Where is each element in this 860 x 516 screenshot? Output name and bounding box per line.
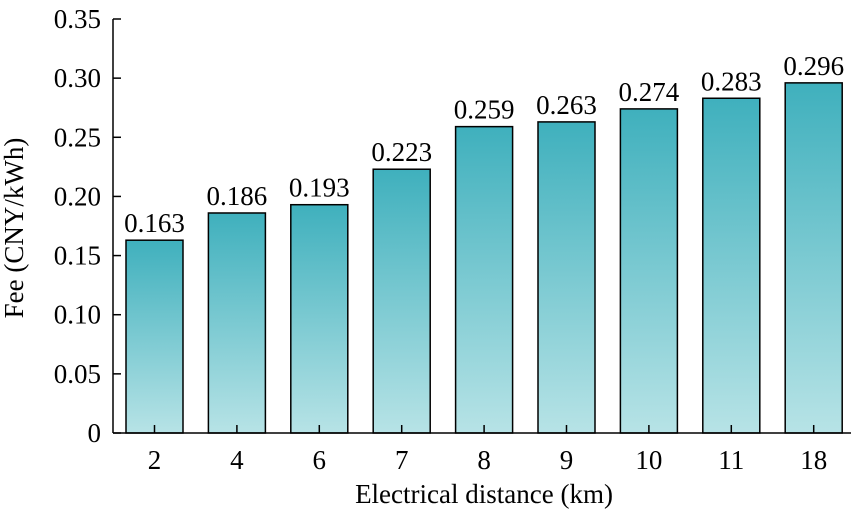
x-axis-title: Electrical distance (km)	[355, 479, 613, 509]
y-tick-label: 0.05	[54, 359, 101, 389]
x-tick-label-10: 10	[635, 445, 662, 475]
bar-4	[207, 212, 267, 434]
x-tick-label-4: 4	[230, 445, 244, 475]
data-label-7: 0.223	[371, 137, 432, 167]
x-tick-label-6: 6	[313, 445, 327, 475]
data-label-8: 0.259	[454, 95, 515, 125]
y-tick-label: 0.35	[54, 4, 101, 34]
x-tick-label-9: 9	[560, 445, 574, 475]
y-tick-label: 0.15	[54, 241, 101, 271]
x-tick-label-7: 7	[395, 445, 409, 475]
data-label-6: 0.193	[289, 173, 350, 203]
x-tick-label-18: 18	[800, 445, 827, 475]
x-tick-label-11: 11	[718, 445, 744, 475]
bars	[125, 82, 843, 434]
bar-9	[537, 121, 596, 434]
x-tick-label-2: 2	[148, 445, 162, 475]
y-tick-label: 0.20	[54, 181, 101, 211]
bar-11	[702, 97, 761, 434]
data-label-2: 0.163	[124, 208, 185, 238]
y-tick-label: 0	[88, 418, 102, 448]
data-label-10: 0.274	[619, 77, 680, 107]
value-labels: 0.163 0.186 0.193 0.223 0.259 0.263 0.274 0.283…	[124, 51, 844, 238]
y-axis-title: Fee (CNY/kWh)	[0, 138, 29, 319]
axes: 0 0.05 0.10 0.15 0.20 0.25 0.30 0.35 2 4 6 7 8 9 10 11 1…	[54, 4, 851, 475]
bar-7	[372, 168, 431, 434]
data-label-11: 0.283	[701, 66, 762, 96]
data-label-9: 0.263	[536, 90, 597, 120]
y-tick-label: 0.10	[54, 300, 101, 330]
data-label-4: 0.186	[207, 181, 268, 211]
data-label-18: 0.296	[783, 51, 844, 81]
y-tick-label: 0.30	[54, 63, 101, 93]
bar-18	[784, 82, 843, 434]
x-tick-label-8: 8	[477, 445, 491, 475]
y-tick-label: 0.25	[54, 122, 101, 152]
bar-10	[619, 108, 679, 434]
bar-2	[125, 239, 184, 434]
bar-8	[454, 125, 514, 434]
bar-6	[290, 203, 349, 434]
